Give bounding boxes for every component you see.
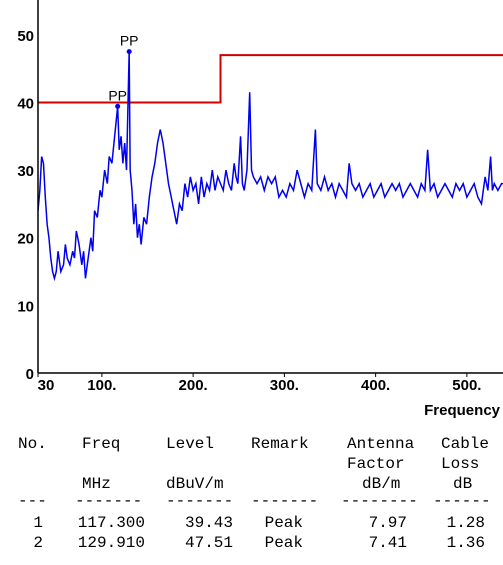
y-tick-label: 30: [17, 163, 34, 180]
column-header: Remark: [251, 435, 309, 453]
table-cell: Peak: [265, 534, 303, 552]
table-cell: 2: [33, 534, 43, 552]
column-header: Cable: [441, 435, 489, 453]
column-header: Antenna: [347, 435, 415, 453]
column-header: No.: [18, 435, 47, 453]
column-unit: MHz: [82, 475, 111, 493]
y-tick-label: 10: [17, 298, 34, 315]
column-rule: -------: [75, 492, 142, 510]
column-header: Factor: [347, 455, 405, 473]
column-unit: dB: [453, 475, 472, 493]
table: No.---FreqMHz-------LeveldBuV/m-------Re…: [18, 435, 491, 552]
table-cell: 1.36: [447, 534, 485, 552]
x-tick-label: 100.: [87, 377, 116, 394]
x-tick-label: 400.: [361, 377, 390, 394]
column-header: Loss: [441, 455, 479, 473]
table-cell: 129.910: [78, 534, 145, 552]
y-tick-label: 20: [17, 231, 34, 248]
axes: 0 10 20 30 40 50 30 100. 200. 300. 400. 500.: [17, 0, 503, 394]
column-rule: -------: [251, 492, 318, 510]
y-tick-label: 0: [26, 366, 34, 383]
table-cell: 117.300: [78, 514, 145, 532]
plot-area: PP PP: [38, 33, 503, 282]
x-tick-label: 300.: [270, 377, 299, 394]
column-rule: -------: [166, 492, 233, 510]
table-cell: 7.41: [369, 534, 407, 552]
x-tick-label: 30: [38, 377, 55, 394]
y-tick-label: 40: [17, 95, 34, 112]
peak-marker: [126, 49, 132, 55]
table-cell: 1: [33, 514, 43, 532]
table-cell: 47.51: [185, 534, 233, 552]
peak-marker: [115, 103, 121, 109]
column-unit: dB/m: [362, 475, 400, 493]
column-header: Level: [166, 435, 214, 453]
trace-line: [38, 51, 503, 282]
table-cell: 1.28: [447, 514, 485, 532]
peak-label: PP: [108, 87, 127, 103]
y-tick-label: 50: [17, 28, 34, 45]
table-cell: 7.97: [369, 514, 407, 532]
peak-label: PP: [120, 33, 139, 49]
table-cell: Peak: [265, 514, 303, 532]
column-header: Freq: [82, 435, 120, 453]
column-unit: dBuV/m: [166, 475, 224, 493]
column-rule: ---: [18, 492, 47, 510]
x-tick-label: 200.: [179, 377, 208, 394]
column-rule: ------: [433, 492, 491, 510]
x-axis-label: Frequency: [424, 402, 501, 419]
x-tick-label: 500.: [452, 377, 481, 394]
column-rule: --------: [341, 492, 418, 510]
table-cell: 39.43: [185, 514, 233, 532]
